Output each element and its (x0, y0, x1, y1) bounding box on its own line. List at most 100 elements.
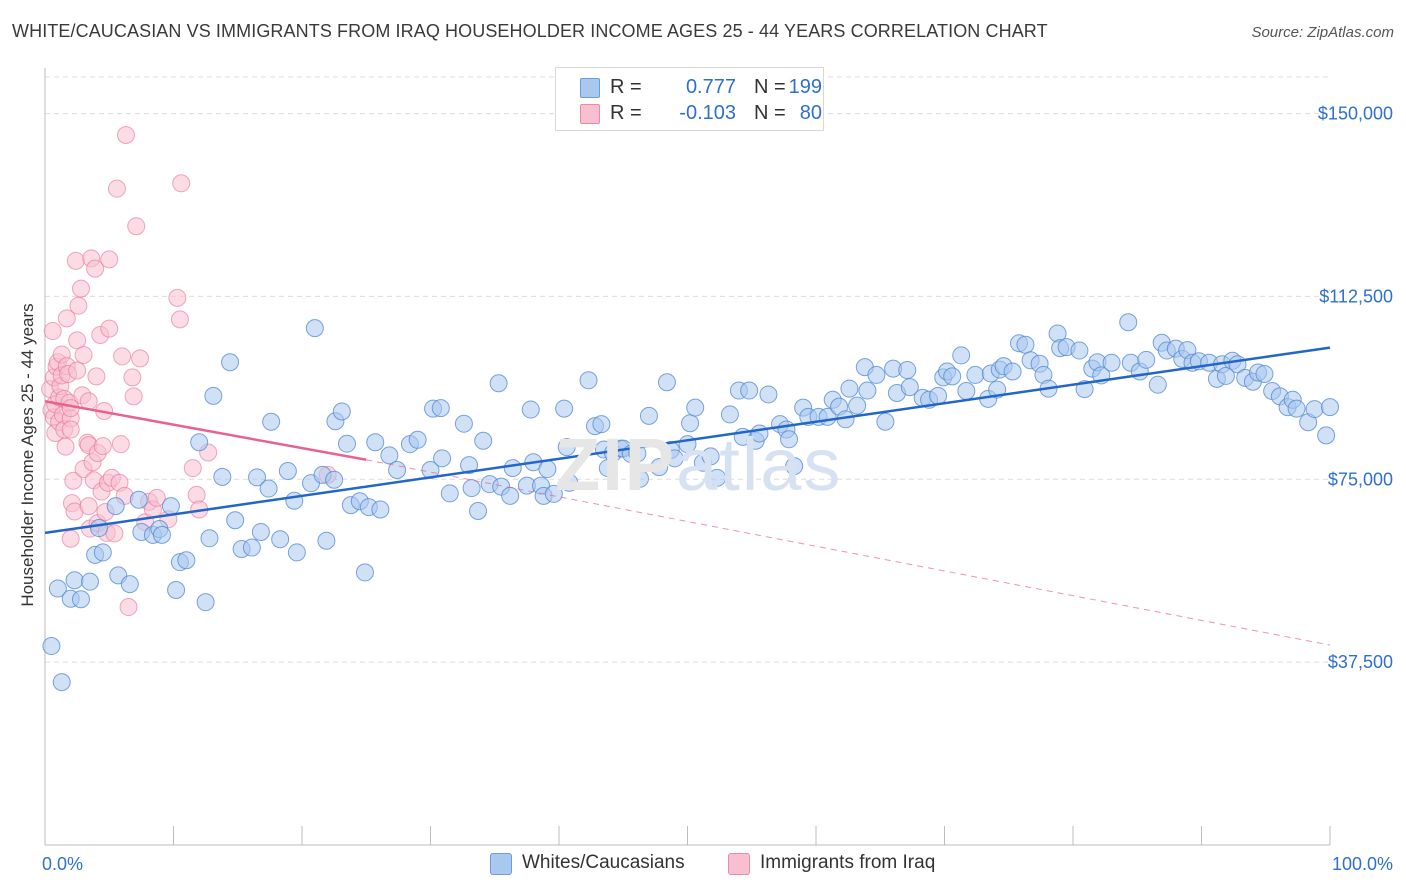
data-point-whites (129, 490, 148, 509)
watermark: ZIPatlas (555, 422, 842, 507)
data-point-iraq (147, 488, 166, 507)
data-point-whites (177, 551, 196, 570)
data-point-whites (271, 530, 290, 549)
data-point-iraq (100, 250, 119, 269)
legend-swatch-blue (580, 78, 600, 98)
data-point-iraq (61, 529, 80, 548)
legend-r-label: R = (610, 76, 642, 98)
data-point-whites (665, 449, 684, 468)
data-point-whites (1137, 350, 1156, 369)
data-point-whites (657, 373, 676, 392)
data-point-whites (1016, 335, 1035, 354)
data-point-iraq (119, 598, 138, 617)
data-point-whites (120, 575, 139, 594)
data-point-iraq (127, 217, 146, 236)
data-point-iraq (111, 435, 130, 454)
legend-n-label: N = (754, 102, 786, 124)
legend-r-value: 0.777 (685, 76, 736, 98)
data-point-whites (332, 402, 351, 421)
data-point-iraq (116, 126, 135, 145)
data-point-whites (433, 449, 452, 468)
y-tick-labels: $37,500 $75,000 $112,500 $150,000 (1318, 104, 1393, 673)
data-point-whites (80, 572, 99, 591)
watermark-atlas: atlas (676, 423, 843, 506)
data-point-whites (242, 538, 261, 557)
data-point-whites (867, 365, 886, 384)
x-tick-labels: 0.0% 100.0% (42, 854, 1393, 874)
data-point-iraq (100, 319, 119, 338)
trend-line-whites (44, 346, 1331, 535)
trend-line-iraq (44, 400, 367, 462)
data-point-whites (52, 673, 71, 692)
data-point-whites (259, 479, 278, 498)
data-point-iraq (131, 349, 150, 368)
data-point-whites (278, 461, 297, 480)
data-point-whites (848, 396, 867, 415)
legend-swatch-pink (728, 853, 750, 875)
data-point-iraq (43, 322, 62, 341)
data-point-whites (221, 353, 240, 372)
legend-label: Whites/Caucasians (522, 852, 685, 873)
source-credit: Source: ZipAtlas.com (1251, 24, 1394, 41)
data-point-whites (1070, 341, 1089, 360)
data-point-whites (65, 571, 84, 590)
y-tick-label: $150,000 (1318, 104, 1393, 124)
data-point-whites (630, 469, 649, 488)
data-point-whites (858, 381, 877, 400)
data-point-whites (93, 543, 112, 562)
series-immigrants-from-iraq (41, 126, 337, 617)
chart-title: WHITE/CAUCASIAN VS IMMIGRANTS FROM IRAQ … (12, 21, 1048, 41)
data-point-whites (1119, 313, 1138, 332)
data-point-whites (557, 438, 576, 457)
x-tick-label: 100.0% (1332, 854, 1393, 874)
data-point-whites (460, 456, 479, 475)
data-point-whites (503, 459, 522, 478)
data-point-whites (440, 484, 459, 503)
data-point-iraq (66, 251, 85, 270)
data-point-whites (538, 460, 557, 479)
data-point-whites (285, 491, 304, 510)
data-point-whites (1003, 362, 1022, 381)
axes (44, 68, 1331, 846)
legend-n-value: 199 (788, 76, 822, 98)
x-tick-label: 0.0% (42, 854, 83, 874)
data-point-whites (204, 386, 223, 405)
data-point-whites (408, 430, 427, 449)
data-point-iraq (86, 259, 105, 278)
data-point-iraq (68, 361, 87, 380)
legend-r-value: -0.103 (679, 102, 736, 124)
data-point-whites (1321, 398, 1339, 417)
data-point-whites (929, 386, 948, 405)
data-point-whites (592, 415, 611, 434)
data-point-whites (42, 637, 61, 656)
data-point-whites (780, 430, 799, 449)
data-point-whites (943, 367, 962, 386)
data-point-whites (355, 563, 374, 582)
legend-label: Immigrants from Iraq (760, 852, 936, 873)
data-point-whites (686, 398, 705, 417)
data-point-whites (305, 319, 324, 338)
data-point-iraq (74, 345, 93, 364)
legend-r-label: R = (610, 102, 642, 124)
legend-n-label: N = (754, 76, 786, 98)
data-point-whites (388, 461, 407, 480)
data-point-whites (876, 412, 895, 431)
data-point-whites (1255, 364, 1274, 383)
data-point-whites (957, 382, 976, 401)
data-point-whites (190, 433, 209, 452)
data-point-whites (740, 381, 759, 400)
legend-swatch-pink (580, 104, 600, 124)
data-point-iraq (107, 179, 126, 198)
data-point-whites (785, 457, 804, 476)
data-point-iraq (170, 310, 189, 329)
data-point-whites (106, 497, 125, 516)
data-point-whites (469, 501, 488, 520)
data-point-whites (366, 433, 385, 452)
watermark-zip: ZIP (555, 423, 677, 506)
data-point-whites (474, 431, 493, 450)
data-point-iraq (105, 524, 124, 543)
data-point-whites (555, 399, 574, 418)
trend-line-iraq-extended (366, 459, 1331, 646)
data-point-iraq (172, 174, 191, 193)
